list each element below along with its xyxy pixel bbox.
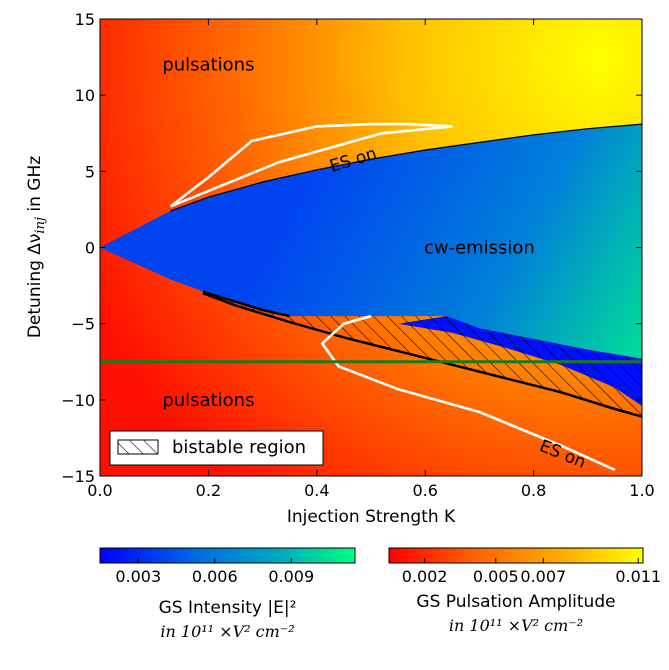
colorbar-pulsation-label: GS Pulsation Amplitude in 10¹¹ ×V² cm⁻² <box>389 590 643 638</box>
y-tick-label: −10 <box>61 391 95 410</box>
es-on-lower-curve <box>320 314 616 472</box>
colorbar-tick-label: 0.002 <box>402 567 448 586</box>
bistable-hatch-region <box>203 291 642 417</box>
annotation-pulsations-bottom: pulsations <box>162 390 254 411</box>
legend: bistable region <box>109 430 324 466</box>
cw-upper-edge <box>170 123 642 212</box>
y-tick-label: 15 <box>75 10 95 29</box>
colorbar-gs-intensity-label: GS Intensity |E|² in 10¹¹ ×V² cm⁻² <box>100 596 355 644</box>
colorbar-tick-label: 0.003 <box>115 567 161 586</box>
es-on-upper-curve <box>169 122 453 208</box>
colorbar-tick-label: 0.005 <box>473 567 519 586</box>
y-tick-label: −5 <box>71 315 95 334</box>
y-tick-label: −15 <box>61 467 95 486</box>
x-tick-label: 0.6 <box>412 481 437 500</box>
plot-area: pulsations pulsations cw-emission ES on … <box>100 19 642 476</box>
colorbar-gs-intensity-title: GS Intensity |E|² <box>158 598 297 618</box>
colorbar-tick-label: 0.007 <box>520 567 566 586</box>
colorbar-gs-intensity-unit: in 10¹¹ ×V² cm⁻² <box>160 622 295 641</box>
colorbar-pulsation-title: GS Pulsation Amplitude <box>416 592 616 612</box>
colorbar-tick-label: 0.009 <box>268 567 314 586</box>
colorbar-pulsation-unit: in 10¹¹ ×V² cm⁻² <box>448 616 584 635</box>
y-tick-label: 10 <box>75 86 95 105</box>
y-axis-label-suffix: in GHz <box>25 156 45 217</box>
y-axis-label-prefix: Detuning Δν <box>25 234 45 339</box>
axis-ticks: 0.0 0.2 0.4 0.6 0.8 1.0 −15 −10 −5 0 5 10 15 <box>61 10 654 500</box>
x-tick-label: 1.0 <box>629 481 654 500</box>
colorbar-ticks: 0.003 0.006 0.009 0.002 0.005 0.007 0.011 <box>115 558 661 586</box>
x-tick-label: 0.4 <box>304 481 329 500</box>
annotation-pulsations-top: pulsations <box>162 55 254 76</box>
x-tick-label: 0.0 <box>87 481 112 500</box>
legend-label: bistable region <box>172 437 306 458</box>
legend-hatch-swatch <box>117 439 159 455</box>
cw-emission-region <box>100 124 642 359</box>
y-tick-label: 5 <box>85 162 95 181</box>
y-axis-label-subscript: inj <box>33 217 48 234</box>
colorbar-pulsation-amplitude <box>388 547 644 564</box>
colorbar-tick-label: 0.011 <box>615 567 661 586</box>
y-tick-label: 0 <box>85 239 95 258</box>
x-axis-label: Injection Strength K <box>287 507 456 527</box>
x-tick-label: 0.8 <box>521 481 546 500</box>
annotation-cw-emission: cw-emission <box>424 238 535 259</box>
colorbar-tick-label: 0.006 <box>192 567 238 586</box>
y-axis-label: Detuning Δνinj in GHz <box>25 156 48 338</box>
bistable-lower-edge <box>202 290 642 418</box>
x-tick-label: 0.2 <box>196 481 221 500</box>
